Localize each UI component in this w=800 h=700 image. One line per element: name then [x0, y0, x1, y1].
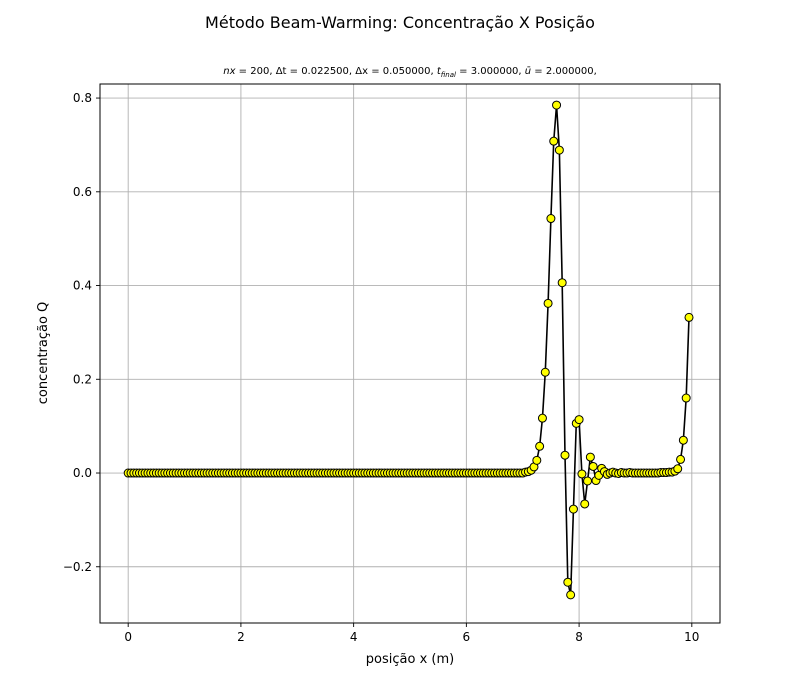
data-point	[554, 145, 564, 155]
data-point	[684, 312, 694, 322]
data-point	[537, 413, 547, 423]
x-axis-label: posição x (m)	[366, 652, 454, 667]
x-tick-label: 6	[463, 630, 471, 644]
data-point	[673, 464, 683, 474]
data-point	[568, 504, 578, 514]
data-point	[580, 499, 590, 509]
data-point	[676, 454, 686, 464]
data-point	[585, 452, 595, 462]
y-tick-label: 0.8	[73, 91, 92, 105]
y-tick-label: 0.6	[73, 185, 92, 199]
axis-ticks: 0 2 4 6 8 10 −0.2 0.0 0.2 0.4 0.6 0.8	[63, 91, 700, 644]
plot-frame	[99, 83, 721, 624]
data-point	[543, 298, 553, 308]
data-point	[588, 461, 598, 471]
y-tick-label: 0.0	[73, 466, 92, 480]
data-point	[574, 415, 584, 425]
data-point	[557, 278, 567, 288]
data-point	[535, 441, 545, 451]
chart-title: Método Beam-Warming: Concentração X Posi…	[205, 13, 595, 32]
data-point	[540, 367, 550, 377]
x-tick-label: 4	[350, 630, 358, 644]
data-point	[583, 476, 593, 486]
data-point	[678, 435, 688, 445]
x-tick-label: 10	[684, 630, 699, 644]
data-point	[681, 393, 691, 403]
y-tick-label: 0.4	[73, 279, 92, 293]
data-series	[123, 100, 694, 600]
data-point	[549, 136, 559, 146]
data-point	[552, 100, 562, 110]
data-point	[577, 469, 587, 479]
grid	[100, 84, 720, 623]
y-tick-label: −0.2	[63, 560, 92, 574]
x-tick-label: 0	[124, 630, 132, 644]
series-line	[128, 105, 690, 596]
data-point	[560, 450, 570, 460]
y-axis-label: concentração Q	[36, 302, 51, 405]
data-point	[563, 577, 573, 587]
x-tick-label: 8	[575, 630, 583, 644]
data-point	[532, 455, 542, 465]
x-tick-label: 2	[237, 630, 245, 644]
y-tick-label: 0.2	[73, 372, 92, 386]
data-point	[566, 590, 576, 600]
data-point	[546, 214, 556, 224]
chart-subtitle: nx = 200, Δt = 0.022500, Δx = 0.050000, …	[223, 66, 597, 79]
